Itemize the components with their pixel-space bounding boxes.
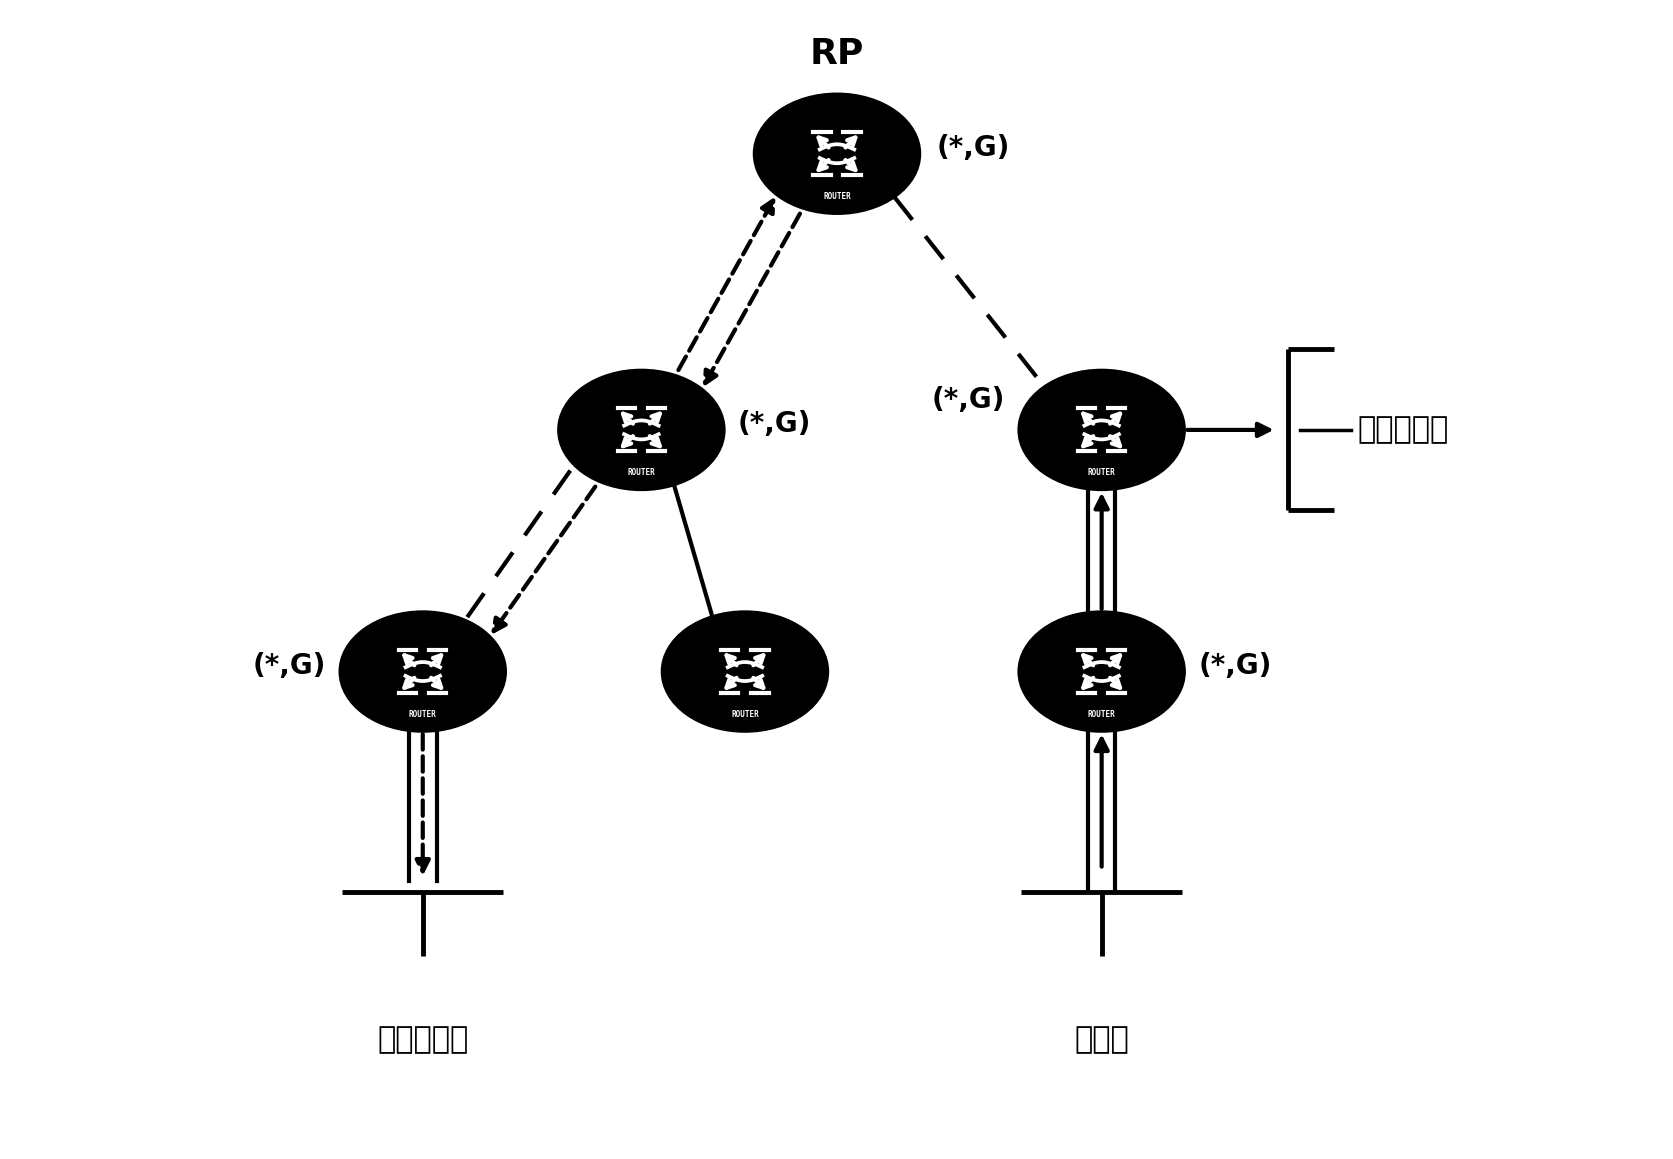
Ellipse shape bbox=[663, 612, 828, 731]
Text: 组播接收者: 组播接收者 bbox=[1357, 415, 1447, 444]
Text: (*,G): (*,G) bbox=[937, 134, 1010, 162]
Text: ROUTER: ROUTER bbox=[731, 710, 758, 719]
Text: (*,G): (*,G) bbox=[1198, 651, 1271, 680]
Ellipse shape bbox=[340, 612, 505, 731]
Text: ROUTER: ROUTER bbox=[627, 468, 654, 478]
Text: (*,G): (*,G) bbox=[932, 386, 1004, 414]
Text: ROUTER: ROUTER bbox=[408, 710, 437, 719]
Ellipse shape bbox=[1019, 370, 1184, 490]
Text: ROUTER: ROUTER bbox=[1087, 468, 1114, 478]
Text: RP: RP bbox=[810, 37, 863, 71]
Ellipse shape bbox=[755, 94, 918, 213]
Text: (*,G): (*,G) bbox=[253, 651, 326, 680]
Text: ROUTER: ROUTER bbox=[1087, 710, 1114, 719]
Text: 组播源: 组播源 bbox=[1074, 1025, 1128, 1054]
Text: 组播接收者: 组播接收者 bbox=[376, 1025, 468, 1054]
Text: (*,G): (*,G) bbox=[738, 410, 811, 438]
Ellipse shape bbox=[1019, 612, 1184, 731]
Text: ROUTER: ROUTER bbox=[823, 192, 850, 202]
Ellipse shape bbox=[559, 370, 724, 490]
